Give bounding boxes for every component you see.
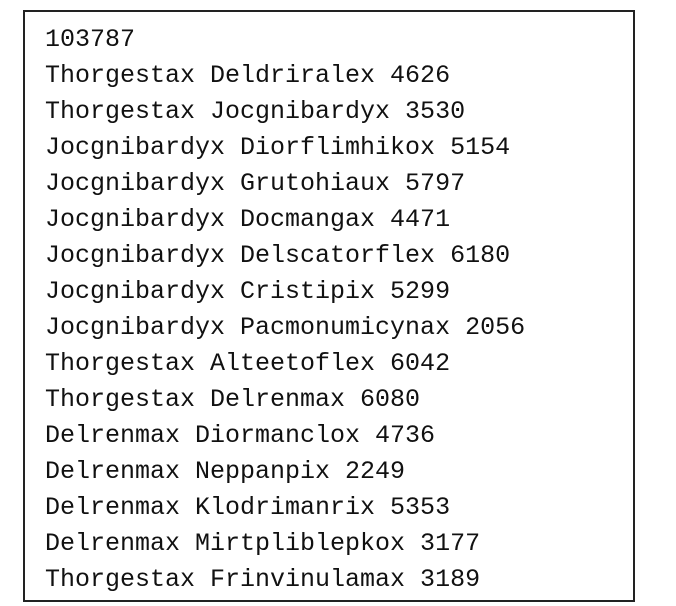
- text-line: Delrenmax Neppanpix 2249: [45, 457, 406, 486]
- text-line: Delrenmax Mirtpliblepkox 3177: [45, 529, 481, 558]
- text-line: Thorgestax Frinvinulamax 3189: [45, 565, 481, 594]
- text-line: Jocgnibardyx Diorflimhikox 5154: [45, 133, 511, 162]
- text-line: Jocgnibardyx Pacmonumicynax 2056: [45, 313, 526, 342]
- text-lines: 103787 Thorgestax Deldriralex 4626 Thorg…: [45, 22, 525, 598]
- text-line: Delrenmax Klodrimanrix 5353: [45, 493, 451, 522]
- text-line: Thorgestax Alteetoflex 6042: [45, 349, 451, 378]
- text-line: Jocgnibardyx Cristipix 5299: [45, 277, 451, 306]
- header-number: 103787: [45, 25, 136, 54]
- text-line: Thorgestax Deldriralex 4626: [45, 61, 451, 90]
- text-line: Thorgestax Jocgnibardyx 3530: [45, 97, 466, 126]
- text-line: Jocgnibardyx Docmangax 4471: [45, 205, 451, 234]
- text-line: Jocgnibardyx Grutohiaux 5797: [45, 169, 466, 198]
- text-line: Thorgestax Delrenmax 6080: [45, 385, 421, 414]
- text-line: Jocgnibardyx Delscatorflex 6180: [45, 241, 511, 270]
- text-box: 103787 Thorgestax Deldriralex 4626 Thorg…: [23, 10, 635, 602]
- text-line: Delrenmax Diormanclox 4736: [45, 421, 436, 450]
